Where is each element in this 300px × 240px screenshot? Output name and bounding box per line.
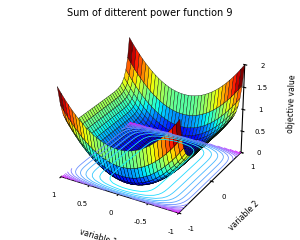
Title: Sum of ditterent power function 9: Sum of ditterent power function 9: [67, 8, 233, 18]
Y-axis label: variable 2: variable 2: [228, 199, 261, 232]
X-axis label: variable 1: variable 1: [79, 228, 118, 240]
